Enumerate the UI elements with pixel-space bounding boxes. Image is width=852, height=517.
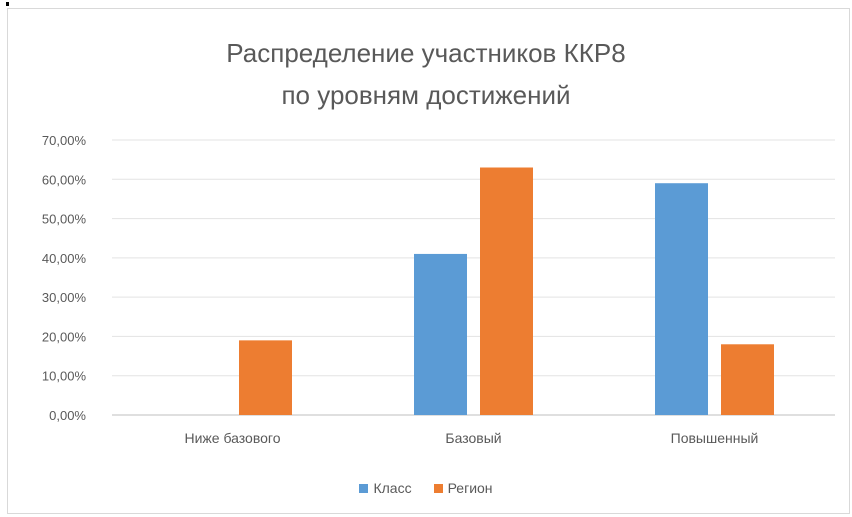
y-tick-label: 20,00% (42, 329, 87, 344)
y-tick-label: 50,00% (42, 212, 87, 227)
y-tick-label: 40,00% (42, 251, 87, 266)
legend-label-class: Класс (373, 480, 412, 496)
x-tick-label: Повышенный (671, 430, 759, 446)
bar-region (480, 167, 533, 415)
chart-title-line-2: по уровням достижений (281, 80, 571, 110)
legend-item-class: Класс (359, 480, 412, 496)
chart-title-line-1: Распределение участников ККР8 (226, 38, 626, 68)
x-tick-label: Базовый (445, 430, 501, 446)
bar-region (239, 340, 292, 415)
legend-swatch-region (433, 483, 443, 493)
x-tick-label: Ниже базового (185, 430, 281, 446)
stray-mark (6, 2, 9, 6)
legend-item-region: Регион (433, 480, 493, 496)
y-tick-label: 0,00% (49, 408, 86, 423)
bar-class (655, 183, 708, 415)
y-tick-label: 10,00% (42, 369, 87, 384)
bar-class (414, 253, 467, 415)
y-tick-label: 60,00% (42, 172, 87, 187)
legend-swatch-class (359, 483, 369, 493)
legend: Класс Регион (0, 480, 852, 496)
y-tick-label: 70,00% (42, 133, 87, 148)
bar-region (721, 344, 774, 415)
y-tick-label: 30,00% (42, 290, 87, 305)
legend-label-region: Регион (447, 480, 493, 496)
